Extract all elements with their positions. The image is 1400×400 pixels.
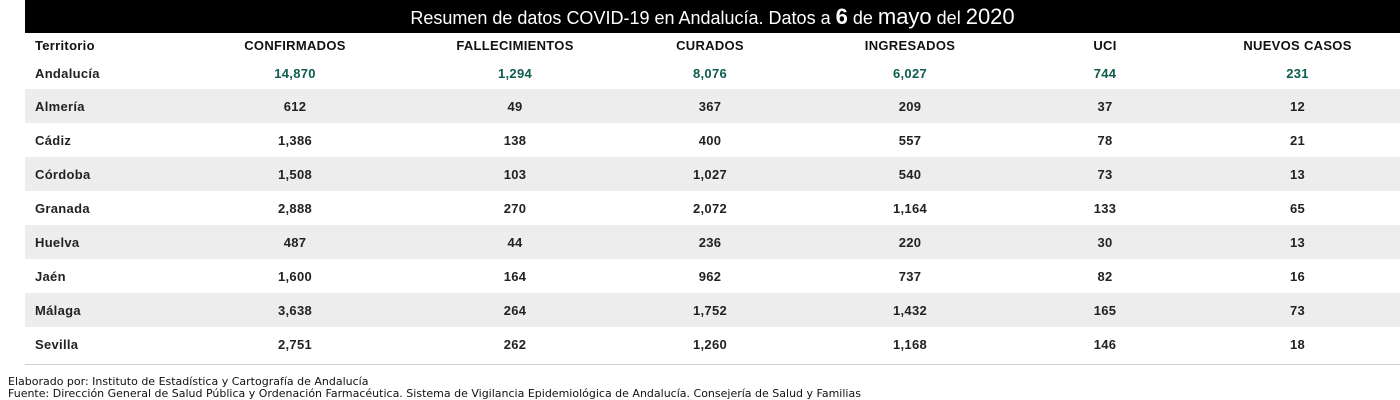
- row-uci: 82: [1097, 268, 1113, 284]
- row-confirmados: 612: [283, 98, 307, 114]
- table-row: Huelva 487 44 236 220 30 13: [25, 225, 1400, 259]
- row-ingresados: 737: [898, 268, 922, 284]
- table-row: Cádiz 1,386 138 400 557 78 21: [25, 123, 1400, 157]
- row-curados: 236: [698, 234, 722, 250]
- row-uci: 165: [1093, 302, 1117, 318]
- row-territory: Jaén: [35, 268, 66, 284]
- total-fallecimientos: 1,294: [497, 65, 533, 81]
- header-confirmados: CONFIRMADOS: [244, 37, 346, 53]
- row-territory: Granada: [35, 200, 90, 216]
- row-uci: 37: [1097, 98, 1113, 114]
- title-day: 6: [835, 4, 848, 29]
- row-curados: 1,260: [692, 336, 728, 352]
- row-confirmados: 2,751: [277, 336, 313, 352]
- table-row: Granada 2,888 270 2,072 1,164 133 65: [25, 191, 1400, 225]
- province-rows: Almería 612 49 367 209 37 12 Cádiz 1,386 138 400 55…: [25, 89, 1400, 361]
- row-nuevos-casos: 12: [1289, 98, 1306, 114]
- row-curados: 2,072: [692, 200, 728, 216]
- row-nuevos-casos: 18: [1289, 336, 1306, 352]
- row-nuevos-casos: 73: [1289, 302, 1306, 318]
- table-row: Córdoba 1,508 103 1,027 540 73 13: [25, 157, 1400, 191]
- row-nuevos-casos: 13: [1289, 234, 1306, 250]
- row-ingresados: 220: [898, 234, 922, 250]
- header-uci: UCI: [1093, 37, 1117, 53]
- table-row: Sevilla 2,751 262 1,260 1,168 146 18: [25, 327, 1400, 361]
- row-confirmados: 1,508: [277, 166, 313, 182]
- row-territory: Sevilla: [35, 336, 79, 352]
- row-fallecimientos: 49: [507, 98, 523, 114]
- total-curados: 8,076: [692, 65, 728, 81]
- row-ingresados: 1,432: [892, 302, 928, 318]
- row-nuevos-casos: 13: [1289, 166, 1306, 182]
- row-fallecimientos: 103: [503, 166, 527, 182]
- row-fallecimientos: 44: [507, 234, 523, 250]
- row-ingresados: 557: [898, 132, 922, 148]
- row-territory: Huelva: [35, 234, 80, 250]
- title-year: 2020: [965, 4, 1015, 29]
- row-ingresados: 1,164: [892, 200, 928, 216]
- header-ingresados: INGRESADOS: [864, 37, 956, 53]
- row-fallecimientos: 270: [503, 200, 527, 216]
- header-territorio: Territorio: [35, 37, 95, 53]
- row-nuevos-casos: 21: [1289, 132, 1306, 148]
- table-row: Almería 612 49 367 209 37 12: [25, 89, 1400, 123]
- row-ingresados: 1,168: [892, 336, 928, 352]
- row-confirmados: 1,600: [277, 268, 313, 284]
- row-uci: 30: [1097, 234, 1113, 250]
- title-mid: de: [847, 8, 878, 28]
- row-fallecimientos: 262: [503, 336, 527, 352]
- header-fallecimientos: FALLECIMIENTOS: [456, 37, 574, 53]
- row-curados: 1,752: [692, 302, 728, 318]
- table-header-row: Territorio CONFIRMADOS FALLECIMIENTOS CU…: [25, 33, 1400, 57]
- total-territory: Andalucía: [35, 65, 100, 81]
- row-nuevos-casos: 65: [1289, 200, 1306, 216]
- row-fallecimientos: 164: [503, 268, 527, 284]
- row-confirmados: 487: [283, 234, 307, 250]
- total-nuevos-casos: 231: [1286, 65, 1309, 81]
- row-fallecimientos: 138: [503, 132, 527, 148]
- row-confirmados: 3,638: [277, 302, 313, 318]
- row-territory: Cádiz: [35, 132, 72, 148]
- title-month: mayo: [877, 4, 932, 29]
- row-territory: Córdoba: [35, 166, 91, 182]
- table-bottom-rule: [25, 364, 1400, 365]
- row-fallecimientos: 264: [503, 302, 527, 318]
- footer-elaborado: Elaborado por: Instituto de Estadística …: [8, 375, 369, 388]
- total-ingresados: 6,027: [892, 65, 928, 81]
- title-prefix: Resumen de datos COVID-19 en Andalucía. …: [410, 8, 836, 28]
- row-confirmados: 2,888: [277, 200, 313, 216]
- row-uci: 78: [1097, 132, 1113, 148]
- footer-notes: Elaborado por: Instituto de Estadística …: [8, 376, 861, 400]
- total-uci: 744: [1093, 65, 1117, 81]
- table-title: Resumen de datos COVID-19 en Andalucía. …: [25, 0, 1400, 33]
- row-curados: 367: [698, 98, 722, 114]
- footer-fuente: Fuente: Dirección General de Salud Públi…: [8, 387, 861, 400]
- row-ingresados: 209: [898, 98, 922, 114]
- table-row: Málaga 3,638 264 1,752 1,432 165 73: [25, 293, 1400, 327]
- row-curados: 962: [698, 268, 722, 284]
- row-ingresados: 540: [898, 166, 922, 182]
- data-table: Territorio CONFIRMADOS FALLECIMIENTOS CU…: [25, 33, 1400, 361]
- row-uci: 133: [1093, 200, 1117, 216]
- table-row: Jaén 1,600 164 962 737 82 16: [25, 259, 1400, 293]
- row-uci: 146: [1093, 336, 1117, 352]
- row-territory: Málaga: [35, 302, 81, 318]
- title-mid2: del: [931, 8, 966, 28]
- row-nuevos-casos: 16: [1289, 268, 1306, 284]
- total-row: Andalucía 14,870 1,294 8,076 6,027 744 2…: [25, 57, 1400, 89]
- row-curados: 400: [698, 132, 722, 148]
- row-curados: 1,027: [692, 166, 728, 182]
- row-confirmados: 1,386: [277, 132, 313, 148]
- row-territory: Almería: [35, 98, 85, 114]
- header-curados: CURADOS: [676, 37, 744, 53]
- header-nuevos-casos: NUEVOS CASOS: [1243, 37, 1352, 53]
- total-confirmados: 14,870: [274, 65, 316, 81]
- row-uci: 73: [1097, 166, 1113, 182]
